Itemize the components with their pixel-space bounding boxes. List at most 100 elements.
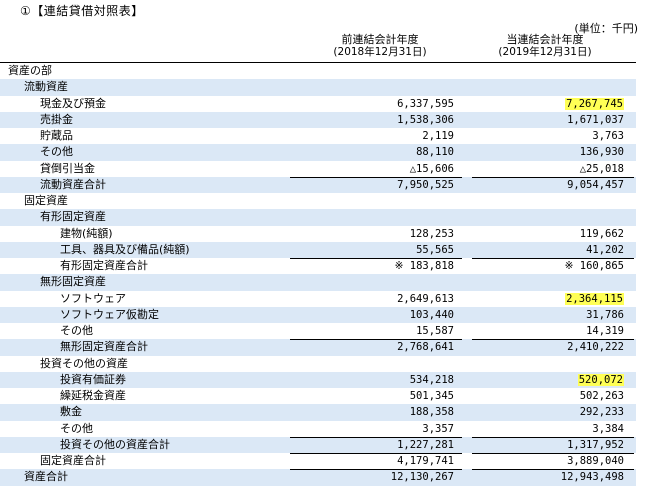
row-label: 投資その他の資産 bbox=[40, 356, 128, 370]
column-header-prev: 前連結会計年度 (2018年12月31日) bbox=[310, 33, 450, 59]
column-header-prev-date: (2018年12月31日) bbox=[333, 46, 427, 58]
total-rule bbox=[472, 339, 634, 341]
total-rule bbox=[472, 176, 634, 178]
value-curr: 3,384 bbox=[592, 421, 624, 437]
total-rule bbox=[290, 176, 462, 178]
row-label: その他 bbox=[40, 145, 73, 159]
value-prev: 103,440 bbox=[410, 307, 454, 323]
row-label: 資産の部 bbox=[8, 64, 52, 77]
value-prev: 501,345 bbox=[410, 388, 454, 404]
value-prev: 4,179,741 bbox=[397, 453, 454, 469]
value-prev-text: 6,337,595 bbox=[397, 97, 454, 110]
table-row: 固定資産合計 4,179,741 3,889,040 bbox=[0, 453, 636, 469]
value-prev-text: 55,565 bbox=[416, 243, 454, 256]
table-row: その他 88,110 136,930 bbox=[0, 144, 636, 161]
row-label: 工具、器具及び備品(純額) bbox=[60, 242, 190, 256]
value-curr-text: 292,233 bbox=[579, 406, 624, 419]
value-prev-text: △15,606 bbox=[409, 162, 454, 175]
value-prev-text: 2,119 bbox=[422, 130, 454, 142]
row-label: 無形固定資産合計 bbox=[60, 340, 148, 354]
row-label: 有形固定資産 bbox=[40, 210, 106, 224]
total-rule bbox=[290, 436, 462, 438]
value-curr: 3,763 bbox=[592, 128, 624, 144]
value-curr-text: 136,930 bbox=[579, 146, 624, 159]
value-curr: 9,054,457 bbox=[567, 177, 624, 193]
value-prev-text: 7,950,525 bbox=[397, 178, 454, 191]
total-rule bbox=[472, 436, 634, 438]
table-row: ソフトウェア 2,649,613 2,364,115 bbox=[0, 291, 636, 307]
value-curr: 12,943,498 bbox=[561, 469, 624, 485]
value-prev: ※ 183,818 bbox=[395, 258, 454, 274]
value-prev-text: 2,649,613 bbox=[397, 292, 454, 305]
column-header-prev-label: 前連結会計年度 bbox=[341, 33, 419, 46]
row-label: 固定資産合計 bbox=[40, 454, 106, 467]
value-curr-text: 2,364,115 bbox=[565, 292, 624, 305]
table-row: 敷金 188,358 292,233 bbox=[0, 404, 636, 421]
total-rule bbox=[290, 453, 462, 454]
row-label: その他 bbox=[60, 421, 93, 435]
page-title: ①【連結貸借対照表】 bbox=[20, 4, 144, 18]
value-curr: 1,317,952 bbox=[567, 437, 624, 453]
value-prev: 88,110 bbox=[416, 144, 454, 160]
table-row: 繰延税金資産 501,345 502,263 bbox=[0, 388, 636, 404]
row-label: 無形固定資産 bbox=[40, 275, 106, 289]
value-prev: 128,253 bbox=[410, 226, 454, 242]
row-label: 投資有価証券 bbox=[60, 372, 126, 386]
value-curr: ※ 160,865 bbox=[565, 258, 624, 274]
table-row: 貯蔵品 2,119 3,763 bbox=[0, 128, 636, 144]
value-curr-text: 1,317,952 bbox=[567, 438, 624, 451]
value-prev: 2,649,613 bbox=[397, 291, 454, 307]
value-curr: 292,233 bbox=[580, 404, 624, 420]
value-curr: 41,202 bbox=[586, 242, 624, 258]
value-curr-text: 520,072 bbox=[577, 373, 624, 386]
total-rule bbox=[290, 469, 462, 471]
value-prev: 55,565 bbox=[416, 242, 454, 258]
value-prev-text: 15,587 bbox=[416, 325, 454, 337]
value-curr-text: 41,202 bbox=[586, 243, 624, 256]
value-curr-text: △25,018 bbox=[579, 162, 624, 175]
unit-label: (単位：千円) bbox=[574, 22, 638, 35]
value-prev-text: 4,179,741 bbox=[397, 455, 454, 467]
value-curr-text: 3,384 bbox=[592, 422, 624, 435]
row-label: 流動資産 bbox=[24, 80, 68, 94]
table-row: 現金及び預金 6,337,595 7,267,745 bbox=[0, 96, 636, 112]
value-prev-text: 3,357 bbox=[422, 422, 454, 435]
value-prev: 7,950,525 bbox=[397, 177, 454, 193]
row-label: 建物(純額) bbox=[60, 226, 113, 240]
table-row: 投資有価証券 534,218 520,072 bbox=[0, 371, 636, 388]
row-label: ソフトウェア bbox=[60, 291, 126, 305]
table-row: その他 3,357 3,384 bbox=[0, 421, 636, 437]
value-prev-text: 1,227,281 bbox=[397, 438, 454, 451]
table-row: 工具、器具及び備品(純額) 55,565 41,202 bbox=[0, 241, 636, 258]
value-prev: 2,119 bbox=[422, 128, 454, 144]
value-curr: 31,786 bbox=[586, 307, 624, 323]
value-prev-text: 128,253 bbox=[409, 227, 454, 240]
row-label: 敷金 bbox=[60, 405, 82, 419]
value-prev-text: 188,358 bbox=[409, 406, 454, 419]
table-row: 流動資産 bbox=[0, 79, 636, 96]
table-row: 建物(純額) 128,253 119,662 bbox=[0, 226, 636, 242]
table-row: 有形固定資産合計 ※ 183,818 ※ 160,865 bbox=[0, 258, 636, 274]
row-label: 流動資産合計 bbox=[40, 177, 106, 191]
row-label: 投資その他の資産合計 bbox=[60, 437, 170, 451]
table-row: 投資その他の資産合計 1,227,281 1,317,952 bbox=[0, 436, 636, 453]
value-curr: 14,319 bbox=[586, 323, 624, 339]
value-curr: 520,072 bbox=[577, 372, 624, 388]
table-row: 投資その他の資産 bbox=[0, 356, 636, 372]
column-header-curr-date: (2019年12月31日) bbox=[498, 46, 592, 58]
value-curr-text: 31,786 bbox=[586, 308, 624, 321]
value-curr-text: 3,763 bbox=[592, 130, 624, 142]
value-curr: 119,662 bbox=[580, 226, 624, 242]
value-curr: △25,018 bbox=[580, 161, 624, 177]
table-row: 資産の部 bbox=[0, 63, 636, 79]
value-prev: 3,357 bbox=[422, 421, 454, 437]
value-prev: 534,218 bbox=[410, 372, 454, 388]
value-prev: 6,337,595 bbox=[397, 96, 454, 112]
value-prev: 15,587 bbox=[416, 323, 454, 339]
value-prev: 188,358 bbox=[410, 404, 454, 420]
value-prev: 2,768,641 bbox=[397, 339, 454, 355]
value-curr: 1,671,037 bbox=[567, 112, 624, 128]
value-curr-text: 3,889,040 bbox=[567, 455, 624, 467]
value-prev-text: ※ 183,818 bbox=[394, 260, 454, 272]
value-prev: 1,538,306 bbox=[397, 112, 454, 128]
